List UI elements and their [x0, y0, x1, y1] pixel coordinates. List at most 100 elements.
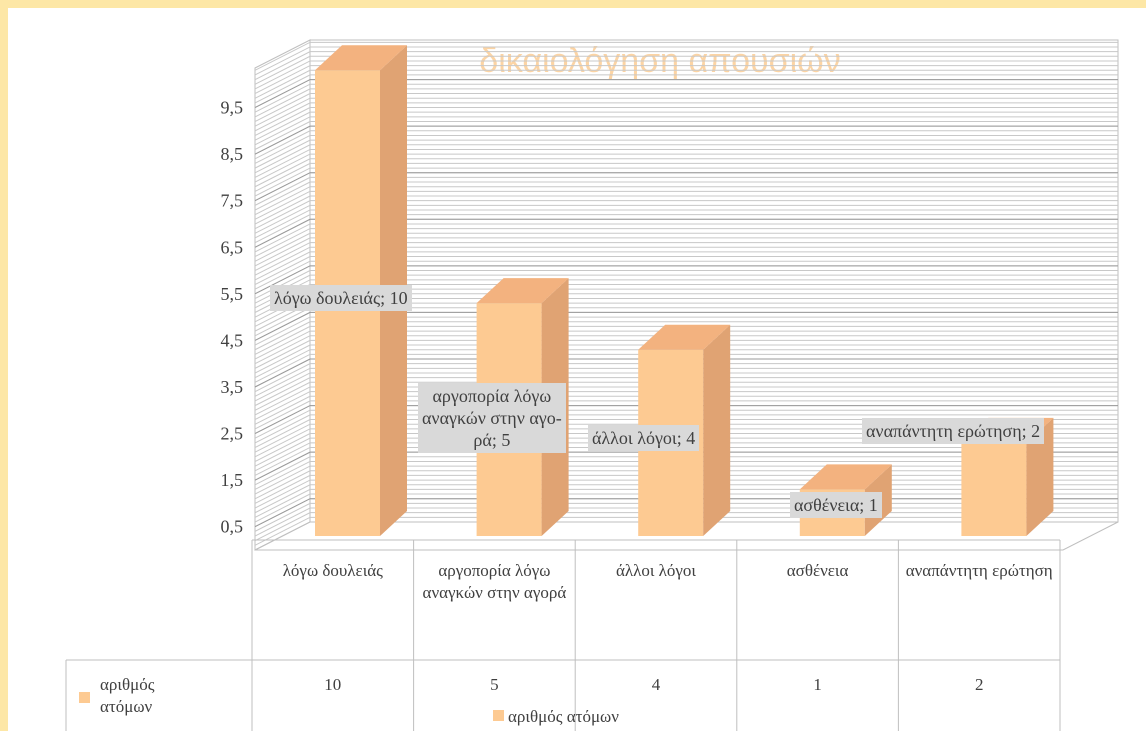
minor-grid-line [254, 148, 1118, 178]
y-tick-label: 5,5 [221, 284, 244, 304]
y-tick-label: 8,5 [221, 144, 244, 164]
minor-grid-line [254, 162, 1118, 192]
minor-grid-line [254, 97, 1118, 127]
minor-grid-line [254, 55, 1118, 85]
minor-grid-line [254, 186, 1118, 216]
minor-grid-line [254, 400, 1118, 430]
minor-grid-line [254, 144, 1118, 174]
minor-grid-line [254, 442, 1118, 472]
frame [8, 8, 1146, 731]
minor-grid-line [254, 200, 1118, 230]
data-label: λόγω δουλειάς; 10 [270, 285, 412, 311]
minor-grid-line [254, 190, 1118, 220]
minor-grid-line [254, 223, 1118, 253]
minor-grid-line [254, 321, 1118, 351]
legend-swatch [79, 692, 90, 703]
table-category: ασθένεια [786, 561, 849, 580]
minor-grid-line [254, 242, 1118, 272]
minor-grid-line [254, 386, 1118, 416]
minor-grid-line [254, 181, 1118, 211]
table-value: 2 [974, 675, 984, 694]
minor-grid-line [254, 260, 1118, 290]
bar-side [1026, 417, 1054, 536]
bar-top [799, 464, 892, 490]
minor-grid-line [254, 349, 1118, 379]
minor-grid-line [254, 316, 1118, 346]
y-tick-label: 3,5 [221, 377, 244, 397]
legend-swatch [493, 710, 504, 721]
minor-grid-line [254, 153, 1118, 183]
bar-top [315, 45, 407, 71]
data-label: ασθένεια; 1 [790, 492, 882, 518]
minor-grid-line [254, 228, 1118, 258]
minor-grid-line [254, 437, 1118, 467]
data-label: άλλοι λόγοι; 4 [588, 425, 700, 451]
y-tick-label: 9,5 [221, 98, 244, 118]
minor-grid-line [254, 423, 1118, 453]
grid-line [254, 79, 1118, 109]
minor-grid-line [254, 246, 1118, 276]
y-tick-label: 0,5 [221, 517, 244, 537]
minor-grid-line [254, 46, 1118, 76]
minor-grid-line [254, 372, 1118, 402]
minor-grid-line [254, 195, 1118, 225]
minor-grid-line [254, 335, 1118, 365]
minor-grid-line [254, 414, 1118, 444]
minor-grid-line [254, 339, 1118, 369]
minor-grid-line [254, 102, 1118, 132]
grid-line [254, 125, 1118, 155]
minor-grid-line [254, 69, 1118, 99]
minor-grid-line [254, 107, 1118, 136]
y-tick-label: 6,5 [221, 237, 244, 257]
minor-grid-line [254, 158, 1118, 188]
minor-grid-line [254, 60, 1118, 90]
minor-grid-line [254, 325, 1118, 355]
grid-line [254, 172, 1118, 202]
minor-grid-line [254, 460, 1118, 490]
grid-line [254, 451, 1118, 481]
floor [254, 521, 1119, 551]
minor-grid-line [254, 134, 1118, 164]
minor-grid-line [254, 367, 1118, 397]
minor-grid-line [254, 116, 1118, 146]
minor-grid-line [254, 232, 1118, 262]
table-value: 5 [490, 675, 499, 694]
minor-grid-line [254, 391, 1118, 421]
minor-grid-line [254, 209, 1118, 239]
bar-front [961, 442, 1027, 536]
grid-line [254, 311, 1118, 341]
minor-grid-line [254, 237, 1118, 267]
minor-grid-line [254, 344, 1118, 374]
minor-grid-line [254, 74, 1118, 104]
minor-grid-line [254, 330, 1118, 360]
minor-grid-line [254, 446, 1118, 476]
minor-grid-line [254, 214, 1118, 244]
minor-grid-line [254, 433, 1118, 462]
bar-top [476, 278, 569, 304]
minor-grid-line [254, 381, 1118, 411]
minor-grid-line [254, 409, 1118, 439]
minor-grid-line [254, 428, 1118, 458]
table-series-name: αριθμός ατόμων [100, 675, 155, 716]
table-category: λόγω δουλειάς [282, 561, 383, 580]
minor-grid-line [254, 65, 1118, 95]
minor-grid-line [254, 251, 1118, 281]
minor-grid-line [254, 176, 1118, 206]
grid-line [254, 358, 1118, 388]
minor-grid-line [254, 111, 1118, 141]
minor-grid-line [254, 256, 1118, 285]
minor-grid-line [254, 83, 1118, 113]
minor-grid-line [254, 88, 1118, 118]
bar-side [703, 324, 731, 536]
bar-top [638, 324, 731, 350]
table-category: αργοπορία λόγω αναγκών στην αγορά [422, 561, 567, 602]
data-label: αναπάντητη ερώτηση; 2 [862, 418, 1045, 444]
table-category: άλλοι λόγοι [615, 561, 696, 580]
y-tick-label: 4,5 [221, 330, 244, 350]
minor-grid-line [254, 130, 1118, 160]
grid-line [254, 218, 1118, 248]
y-tick-label: 7,5 [221, 191, 244, 211]
minor-grid-line [254, 377, 1118, 407]
